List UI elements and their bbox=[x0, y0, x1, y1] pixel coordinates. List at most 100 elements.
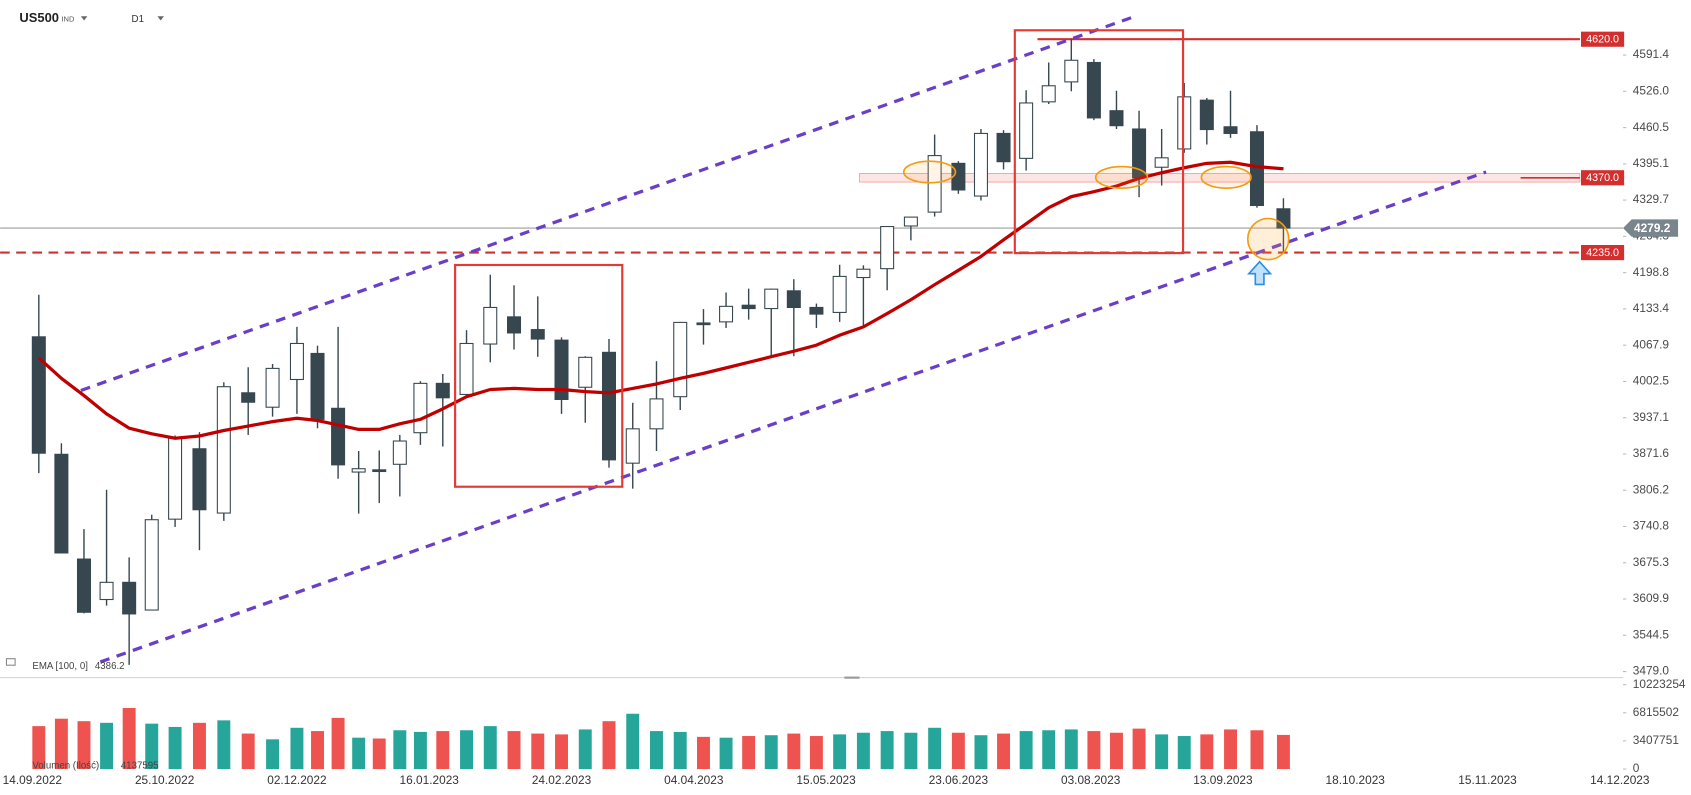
candle-body bbox=[372, 469, 387, 473]
volume-bar bbox=[555, 734, 568, 770]
level-label: 4620.0 bbox=[1586, 34, 1619, 46]
volume-tick-label: 6815502 bbox=[1633, 705, 1679, 719]
candle-body bbox=[927, 155, 942, 213]
candle-body bbox=[1064, 59, 1079, 83]
box-annotation bbox=[1013, 29, 1185, 255]
x-tick-label: 03.08.2023 bbox=[1061, 773, 1121, 787]
y-tick-label: 4460.5 bbox=[1633, 120, 1670, 134]
y-tick-label: 4133.4 bbox=[1633, 301, 1670, 315]
volume-bar bbox=[393, 730, 407, 770]
candle-body bbox=[673, 321, 688, 398]
volume-tick-label: 10223254 bbox=[1633, 677, 1686, 691]
legend-icon bbox=[5, 658, 16, 666]
symbol[interactable]: US500 bbox=[19, 10, 59, 25]
volume-bar bbox=[833, 734, 847, 770]
candle-body bbox=[625, 428, 640, 464]
volume-bar bbox=[168, 726, 182, 770]
volume-bar bbox=[904, 732, 918, 770]
last-price-label: 4279.2 bbox=[1634, 221, 1671, 235]
volume-bar bbox=[372, 738, 386, 770]
last-price-box bbox=[1623, 219, 1679, 237]
y-tick-label: 3740.8 bbox=[1633, 519, 1670, 533]
x-tick-label: 15.05.2023 bbox=[796, 773, 856, 787]
candle-body bbox=[392, 440, 407, 465]
plot-area bbox=[0, 38, 1624, 665]
candle-body bbox=[530, 329, 545, 340]
y-tick-label: 4591.4 bbox=[1633, 47, 1670, 61]
volume-bar bbox=[192, 722, 206, 770]
x-tick-label: 13.09.2023 bbox=[1193, 773, 1253, 787]
candle-body bbox=[903, 216, 918, 227]
ema-line bbox=[37, 160, 1284, 440]
ellipse-marker bbox=[1200, 165, 1252, 190]
x-tick-label: 14.12.2023 bbox=[1590, 773, 1650, 787]
candle-body bbox=[1223, 126, 1238, 134]
candle-body bbox=[786, 290, 801, 308]
volume-bar bbox=[331, 717, 345, 770]
volume-bar bbox=[578, 729, 592, 770]
candle-body bbox=[696, 322, 711, 326]
volume-bar bbox=[266, 739, 280, 770]
volume-pane bbox=[32, 707, 1290, 770]
volume-bar bbox=[1224, 729, 1237, 770]
candle-body bbox=[351, 468, 366, 473]
volume-bar bbox=[719, 737, 733, 770]
candle-body bbox=[192, 448, 207, 511]
volume-legend: Volumen (Ilość) bbox=[32, 760, 99, 771]
volume-bar bbox=[507, 731, 521, 770]
timeframe[interactable]: D1 bbox=[132, 14, 144, 25]
candle-body bbox=[1086, 61, 1101, 119]
x-tick-label: 04.04.2023 bbox=[664, 773, 724, 787]
y-tick-label: 4395.1 bbox=[1633, 156, 1670, 170]
box-annotation bbox=[454, 263, 624, 488]
y-tick-label: 4329.7 bbox=[1633, 192, 1669, 206]
volume-bar bbox=[145, 723, 159, 770]
volume-bar bbox=[764, 735, 778, 770]
candle-body bbox=[331, 407, 346, 466]
dropdown-icon[interactable] bbox=[80, 16, 88, 21]
volume-bar bbox=[1177, 736, 1191, 770]
candle-body bbox=[649, 398, 664, 430]
candle-body bbox=[1109, 110, 1124, 127]
candle-body bbox=[31, 336, 46, 454]
volume-bar bbox=[483, 726, 497, 770]
y-tick-label: 3937.1 bbox=[1633, 410, 1670, 424]
volume-bar bbox=[974, 735, 988, 770]
volume-bar bbox=[1200, 734, 1214, 770]
candle-body bbox=[832, 275, 847, 313]
candle-body bbox=[1019, 102, 1034, 159]
market: IND bbox=[61, 14, 75, 23]
candle-body bbox=[310, 352, 325, 420]
volume-bar bbox=[1250, 730, 1264, 770]
candle-body bbox=[554, 339, 569, 400]
y-tick-label: 4526.0 bbox=[1633, 83, 1670, 97]
ellipse-marker bbox=[1094, 165, 1149, 190]
volume-tick-label: 3407751 bbox=[1633, 733, 1680, 747]
volume-bar bbox=[54, 718, 68, 770]
candle-body bbox=[122, 581, 137, 615]
channel-lower bbox=[99, 170, 1487, 664]
x-tick-label: 23.06.2023 bbox=[929, 773, 989, 787]
volume-bar bbox=[856, 732, 870, 770]
candle-body bbox=[809, 306, 824, 315]
candle-body bbox=[856, 268, 871, 279]
volume-legend-value: 4137595 bbox=[121, 760, 159, 771]
x-tick-label: 15.11.2023 bbox=[1458, 773, 1517, 787]
dropdown-icon[interactable] bbox=[157, 16, 164, 21]
ema-legend-value: 4386.2 bbox=[95, 661, 125, 672]
volume-bar bbox=[1110, 732, 1123, 770]
volume-bar bbox=[1019, 731, 1033, 770]
candle-body bbox=[265, 367, 280, 408]
candle-body bbox=[996, 132, 1011, 163]
volume-bar bbox=[673, 731, 687, 770]
candle-body bbox=[54, 453, 69, 554]
volume-bar bbox=[1042, 730, 1056, 770]
candle-body bbox=[601, 351, 617, 461]
candle-body bbox=[1041, 85, 1056, 103]
y-tick-label: 3544.5 bbox=[1633, 627, 1670, 641]
volume-bar bbox=[100, 722, 114, 770]
y-tick-label: 4067.9 bbox=[1633, 337, 1670, 351]
x-tick-label: 02.12.2022 bbox=[267, 773, 326, 787]
